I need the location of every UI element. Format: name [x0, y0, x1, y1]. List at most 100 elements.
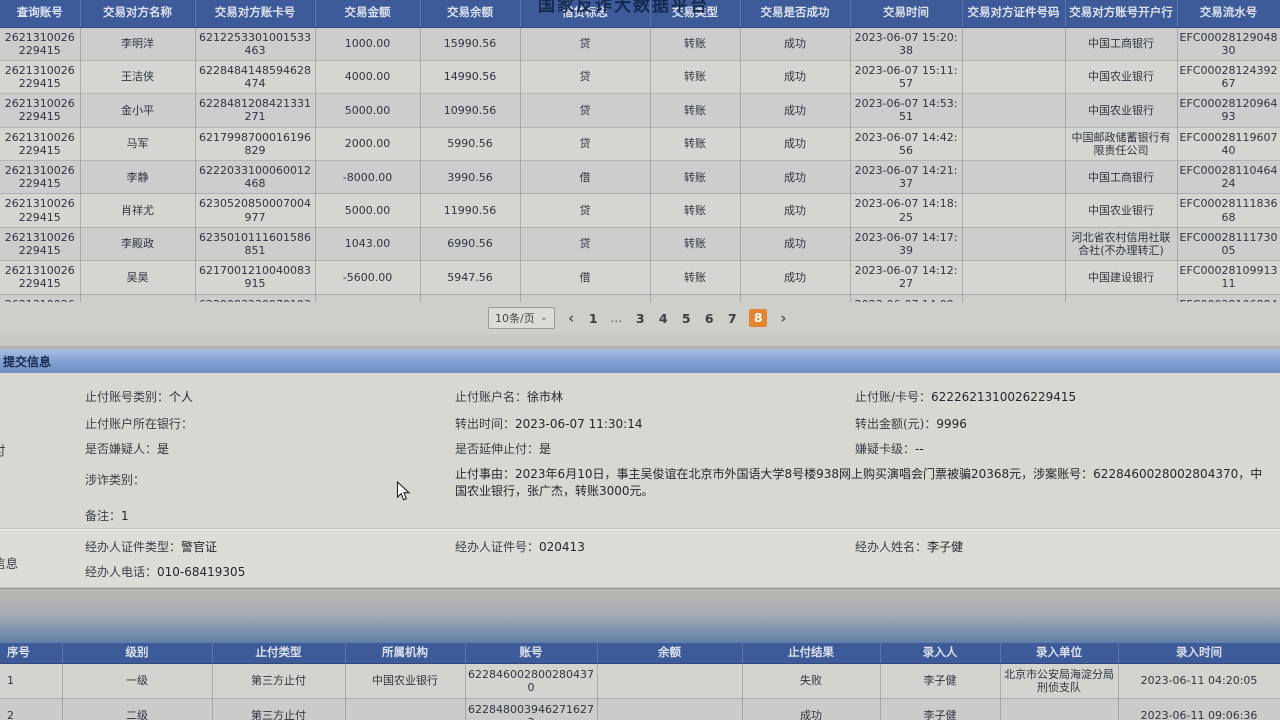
column-header: 余额: [597, 643, 743, 664]
cell-counterparty-id-number: [962, 127, 1066, 162]
section-divider-band: [0, 588, 1280, 643]
next-page-button[interactable]: ›: [780, 309, 787, 327]
cell-debit-credit-flag: 贷: [520, 127, 651, 162]
stop-payment-row[interactable]: 1 一级 第三方止付 中国农业银行 6228460028002804370 失败…: [0, 663, 1280, 699]
column-header: 交易是否成功: [740, 0, 851, 28]
transaction-row[interactable]: 2621310026229415 吴昊 6217001210040083915 …: [0, 260, 1280, 295]
cell-level: 二级: [62, 698, 213, 720]
cell-transaction-type: 转账: [650, 260, 741, 295]
cell-balance: 5990.56: [420, 127, 521, 162]
cell-transaction-type: 转账: [650, 60, 741, 95]
page-button-7[interactable]: 7: [727, 310, 737, 326]
page-ellipsis[interactable]: …: [610, 311, 624, 325]
field-remark: 备注：1: [85, 509, 129, 523]
cell-query-account: 2621310026229415: [0, 193, 81, 228]
column-header: 止付结果: [742, 643, 881, 664]
column-header: 交易对方名称: [80, 0, 196, 28]
transaction-row[interactable]: 2621310026229415 李明洋 6212253301001533463…: [0, 27, 1280, 61]
field-card-no: 止付账/卡号：6222621310026229415: [855, 390, 1077, 404]
cell-query-account: 2621310026229415: [0, 294, 81, 302]
cell-success-flag: 成功: [740, 127, 851, 162]
submit-info-form: 止付账号类别：个人 止付账户名：徐市林 止付账/卡号：6222621310026…: [0, 373, 1280, 587]
cell-seq-no: 2: [0, 698, 63, 720]
page-button-4[interactable]: 4: [658, 310, 668, 326]
cell-counterparty-card: 622908323097019368: [195, 294, 316, 302]
field-stop-reason: 止付事由：2023年6月10日，事主吴俊谊在北京市外国语大学8号楼938网上购买…: [455, 467, 1263, 499]
cell-counterparty-id-number: [962, 93, 1066, 128]
cell-counterparty-name: 李静: [80, 160, 196, 195]
transactions-table-section: 国家反诈大数据平台 查询账号 交易对方名称 交易对方账卡号 交易金额 交易余额 借贷标志交…: [0, 0, 1280, 302]
transaction-row[interactable]: 2621310026229415 张珊珊 622908323097019368 …: [0, 294, 1280, 302]
field-extend-stop: 是否延伸止付：是: [455, 442, 552, 456]
cell-transaction-time: 2023-06-07 14:09:52: [850, 294, 963, 302]
field-handler-phone: 经办人电话：010-68419305: [85, 565, 246, 579]
column-header: 交易时间: [850, 0, 963, 28]
cell-serial-number: EFC0002811173005: [1177, 227, 1280, 262]
field-handler-name: 经办人姓名：李子健: [855, 540, 964, 554]
cell-amount: 5000.00: [315, 93, 421, 128]
cell-success-flag: 成功: [740, 260, 851, 295]
cell-transaction-type: 转账: [650, 193, 741, 228]
cell-serial-number: EFC0002812904830: [1177, 27, 1280, 61]
cell-transaction-type: 转账: [650, 160, 741, 195]
mouse-cursor-icon: [396, 480, 411, 506]
cell-success-flag: 成功: [740, 160, 851, 195]
cell-counterparty-card: 6212253301001533463: [195, 27, 316, 61]
cell-counterparty-card: 6228481208421331271: [195, 93, 316, 128]
page-button-1[interactable]: 1: [588, 310, 598, 326]
cell-debit-credit-flag: 贷: [520, 193, 651, 228]
cell-amount: -8000.00: [315, 160, 421, 195]
transaction-row[interactable]: 2621310026229415 李静 6222033100060012468 …: [0, 160, 1280, 195]
field-account-bank: 止付账户所在银行：: [85, 417, 194, 431]
cell-balance: 11990.56: [420, 193, 521, 228]
column-header: 查询账号: [0, 0, 81, 28]
column-header: 交易类型: [650, 0, 741, 28]
transaction-row[interactable]: 2621310026229415 肖祥尤 6230520850007004977…: [0, 193, 1280, 228]
column-header: 止付类型: [212, 643, 346, 664]
transaction-row[interactable]: 2621310026229415 金小平 6228481208421331271…: [0, 93, 1280, 128]
transaction-row[interactable]: 2621310026229415 王洁侠 6228484148594628474…: [0, 60, 1280, 95]
column-header: 序号: [0, 643, 63, 664]
cell-level: 一级: [62, 663, 213, 699]
page-button-3[interactable]: 3: [635, 310, 645, 326]
cell-counterparty-id-number: [962, 160, 1066, 195]
page-button-6[interactable]: 6: [704, 310, 714, 326]
stop-payment-table: 序号 级别 止付类型 所属机构 账号 余额 止付结果 录入人 录入单位 录入时间 1 一级 第三方…: [0, 643, 1280, 720]
cell-serial-number: EFC0002812439267: [1177, 60, 1280, 95]
cell-transaction-time: 2023-06-07 14:17:39: [850, 227, 963, 262]
cell-query-account: 2621310026229415: [0, 127, 81, 162]
field-suspect-card-level: 嫌疑卡级：--: [855, 442, 924, 456]
stop-payment-row[interactable]: 2 二级 第三方止付 6228480039462716273 成功 李子健 20…: [0, 698, 1280, 720]
transactions-header-row: 查询账号 交易对方名称 交易对方账卡号 交易金额 交易余额 借贷标志 交易类型 交易是否成功交…: [0, 0, 1280, 28]
cell-counterparty-name: 李殿政: [80, 227, 196, 262]
cell-query-account: 2621310026229415: [0, 160, 81, 195]
cell-query-account: 2621310026229415: [0, 227, 81, 262]
cell-success-flag: 成功: [740, 60, 851, 95]
page-size-select[interactable]: 10条/页 ⌄: [488, 307, 556, 329]
field-is-suspect: 是否嫌疑人：是: [85, 442, 170, 456]
field-handler-cert-no: 经办人证件号：020413: [455, 540, 585, 554]
cell-transaction-time: 2023-06-07 14:18:25: [850, 193, 963, 228]
cell-balance: [597, 663, 743, 699]
page-button-8-active[interactable]: 8: [749, 309, 768, 327]
cell-serial-number: EFC0002810991311: [1177, 260, 1280, 295]
cell-serial-number: EFC0002810688456: [1177, 294, 1280, 302]
column-header: 借贷标志: [520, 0, 651, 28]
page-button-5[interactable]: 5: [681, 310, 691, 326]
cell-success-flag: 成功: [740, 294, 851, 302]
cell-balance: 15990.56: [420, 27, 521, 61]
transaction-row[interactable]: 2621310026229415 马军 6217998700016196829 …: [0, 127, 1280, 162]
cell-counterparty-card: 6228484148594628474: [195, 60, 316, 95]
cell-counterparty-id-number: [962, 193, 1066, 228]
cell-counterparty-name: 肖祥尤: [80, 193, 196, 228]
cell-entry-person: 李子健: [880, 698, 1001, 720]
prev-page-button[interactable]: ‹: [568, 309, 575, 327]
cell-counterparty-id-number: [962, 227, 1066, 262]
cell-entry-time: 2023-06-11 09:06:36: [1118, 698, 1280, 720]
cell-stop-result: 成功: [742, 698, 881, 720]
transaction-row[interactable]: 2621310026229415 李殿政 6235010111601586851…: [0, 227, 1280, 262]
field-account-type: 止付账号类别：个人: [85, 390, 194, 404]
cell-query-account: 2621310026229415: [0, 27, 81, 61]
cell-counterparty-bank: 兴业银行: [1065, 294, 1178, 302]
